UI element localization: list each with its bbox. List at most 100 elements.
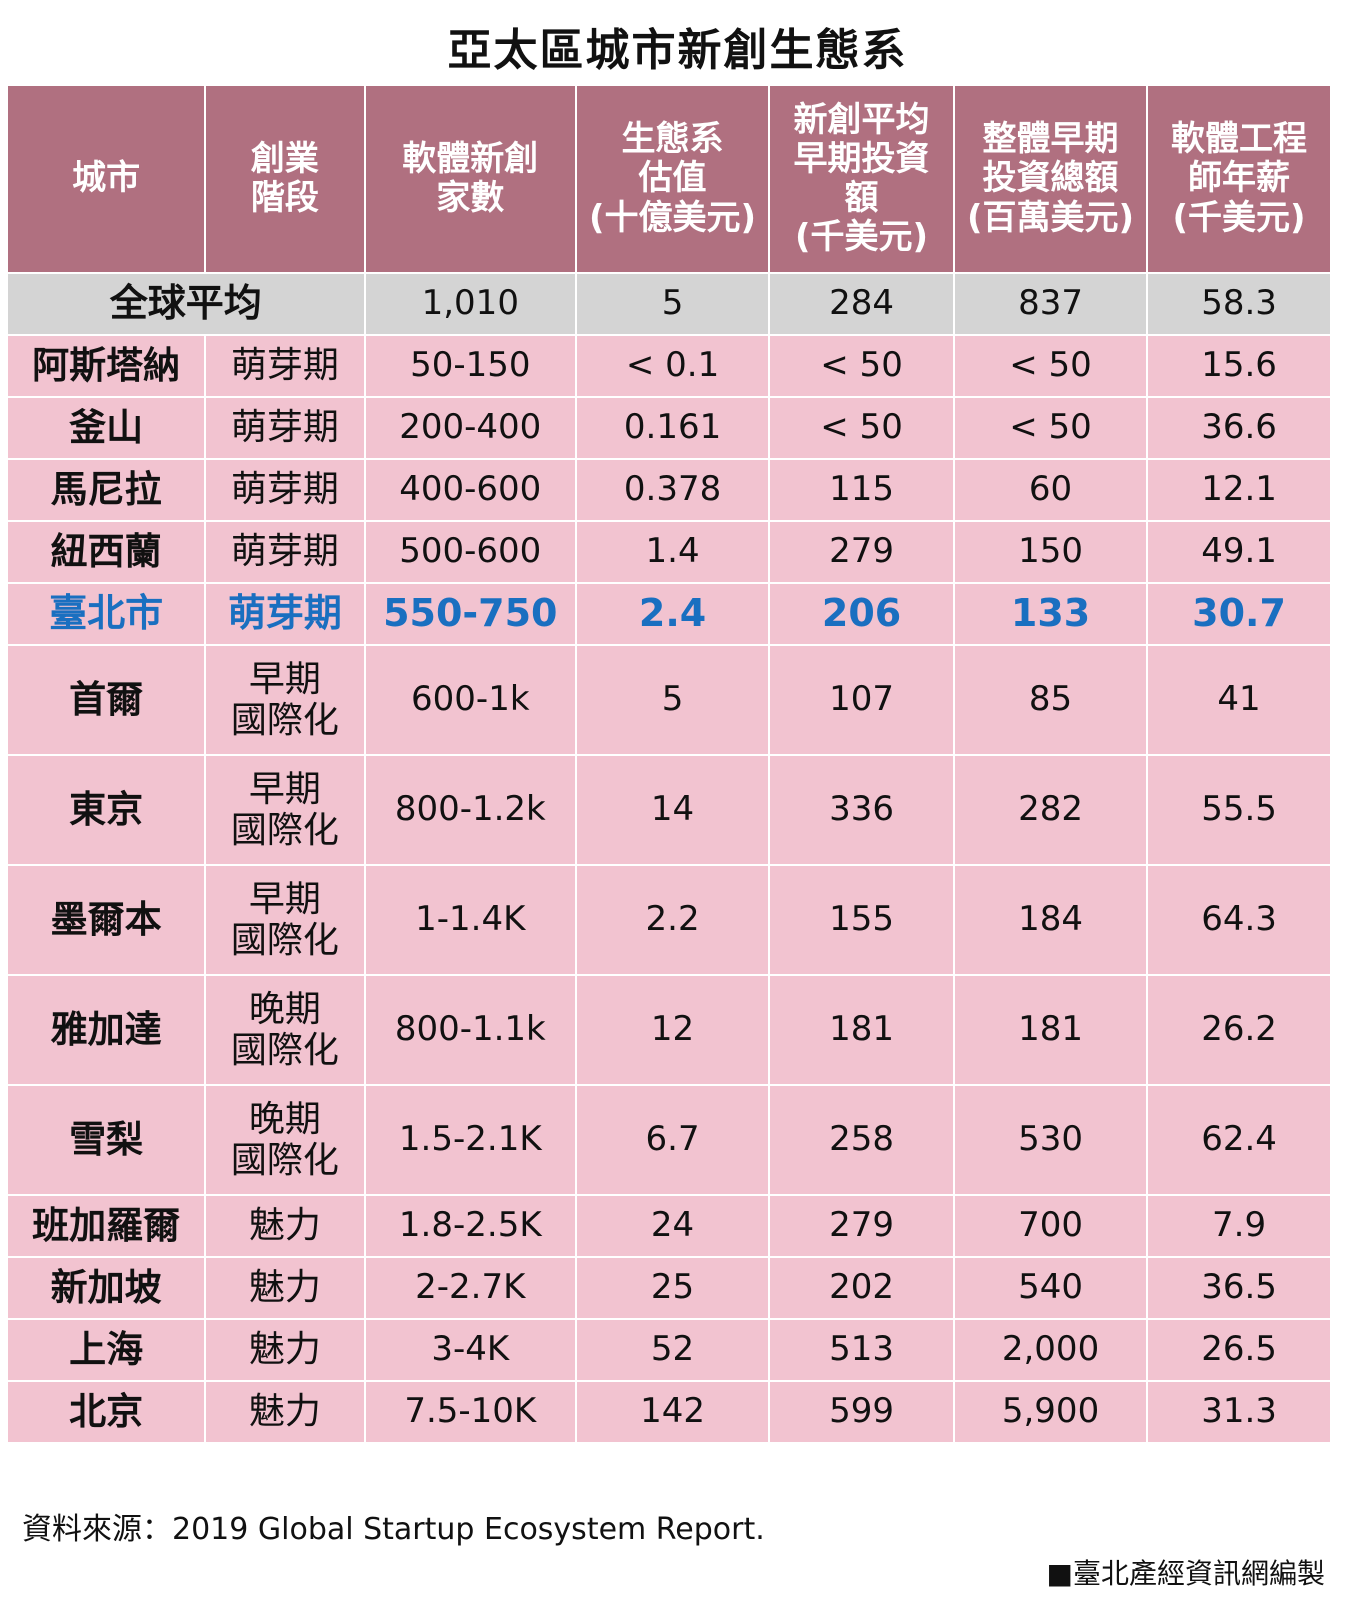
table-cell: 1.4 bbox=[575, 520, 771, 584]
global-average-label: 全球平均 bbox=[6, 272, 366, 336]
table-cell: 5,900 bbox=[952, 1380, 1149, 1444]
table-cell: 2.4 bbox=[575, 582, 771, 646]
table-cell: < 0.1 bbox=[575, 334, 771, 398]
table-row: 上海 魅力 3-4K 52 513 2,000 26.5 bbox=[5, 1318, 1332, 1382]
stage-cell: 早期 國際化 bbox=[204, 644, 366, 756]
table-cell: 41 bbox=[1146, 644, 1332, 756]
table-cell: 336 bbox=[768, 754, 955, 866]
table-row: 班加羅爾 魅力 1.8-2.5K 24 279 700 7.9 bbox=[5, 1194, 1332, 1258]
table-row: 阿斯塔納 萌芽期 50-150 < 0.1 < 50 < 50 15.6 bbox=[5, 334, 1332, 398]
stage-cell: 萌芽期 bbox=[204, 520, 366, 584]
table-cell: 530 bbox=[952, 1084, 1149, 1196]
table-cell: < 50 bbox=[952, 396, 1149, 460]
table-cell: 284 bbox=[768, 272, 955, 336]
table-cell: 60 bbox=[952, 458, 1149, 522]
table-row: 新加坡 魅力 2-2.7K 25 202 540 36.5 bbox=[5, 1256, 1332, 1320]
table-cell: 513 bbox=[768, 1318, 955, 1382]
table-row: 墨爾本 早期 國際化 1-1.4K 2.2 155 184 64.3 bbox=[5, 864, 1332, 976]
table-cell: 400-600 bbox=[363, 458, 578, 522]
table-cell: 150 bbox=[952, 520, 1149, 584]
stage-cell: 萌芽期 bbox=[204, 582, 366, 646]
table-cell: 279 bbox=[768, 1194, 955, 1258]
stage-cell: 晚期 國際化 bbox=[204, 1084, 366, 1196]
table-cell: 142 bbox=[575, 1380, 771, 1444]
table-cell: 7.9 bbox=[1146, 1194, 1332, 1258]
table-cell: 7.5-10K bbox=[363, 1380, 578, 1444]
city-name-cell: 雅加達 bbox=[5, 974, 207, 1086]
table-cell: 5 bbox=[575, 272, 771, 336]
table-cell: 12.1 bbox=[1146, 458, 1332, 522]
city-name-cell: 阿斯塔納 bbox=[5, 334, 207, 398]
stage-cell: 魅力 bbox=[204, 1318, 366, 1382]
stage-cell: 萌芽期 bbox=[204, 458, 366, 522]
table-cell: 206 bbox=[768, 582, 955, 646]
table-cell: 837 bbox=[952, 272, 1149, 336]
table-cell: 30.7 bbox=[1146, 582, 1332, 646]
stage-cell: 萌芽期 bbox=[204, 396, 366, 460]
city-name-cell: 臺北市 bbox=[5, 582, 207, 646]
stage-cell: 魅力 bbox=[204, 1256, 366, 1320]
table-cell: 599 bbox=[768, 1380, 955, 1444]
stage-cell: 萌芽期 bbox=[204, 334, 366, 398]
table-cell: 26.2 bbox=[1146, 974, 1332, 1086]
header-row: 城市 創業 階段 軟體新創 家數 生態系 估值 (十億美元) 新創平均 早期投資… bbox=[5, 84, 1332, 274]
header-ecosystem-value: 生態系 估值 (十億美元) bbox=[575, 84, 771, 274]
table-cell: 12 bbox=[575, 974, 771, 1086]
stage-cell: 早期 國際化 bbox=[204, 864, 366, 976]
table-cell: 600-1k bbox=[363, 644, 578, 756]
table-cell: 540 bbox=[952, 1256, 1149, 1320]
stage-cell: 晚期 國際化 bbox=[204, 974, 366, 1086]
credit-note: ■臺北產經資訊網編製 bbox=[1046, 1557, 1325, 1590]
table-cell: 2,000 bbox=[952, 1318, 1149, 1382]
city-name-cell: 雪梨 bbox=[5, 1084, 207, 1196]
table-cell: 550-750 bbox=[363, 582, 578, 646]
table-cell: 282 bbox=[952, 754, 1149, 866]
table-cell: 0.161 bbox=[575, 396, 771, 460]
table-row: 首爾 早期 國際化 600-1k 5 107 85 41 bbox=[5, 644, 1332, 756]
table-cell: 107 bbox=[768, 644, 955, 756]
table-cell: 3-4K bbox=[363, 1318, 578, 1382]
table-cell: 2-2.7K bbox=[363, 1256, 578, 1320]
city-name-cell: 首爾 bbox=[5, 644, 207, 756]
table-cell: 31.3 bbox=[1146, 1380, 1332, 1444]
table-row: 釜山 萌芽期 200-400 0.161 < 50 < 50 36.6 bbox=[5, 396, 1332, 460]
table-cell: 1.8-2.5K bbox=[363, 1194, 578, 1258]
table-cell: 279 bbox=[768, 520, 955, 584]
table-cell: 49.1 bbox=[1146, 520, 1332, 584]
table-cell: 52 bbox=[575, 1318, 771, 1382]
table-cell: 5 bbox=[575, 644, 771, 756]
table-cell: 202 bbox=[768, 1256, 955, 1320]
table-row: 馬尼拉 萌芽期 400-600 0.378 115 60 12.1 bbox=[5, 458, 1332, 522]
table-cell: 181 bbox=[952, 974, 1149, 1086]
table-row: 紐西蘭 萌芽期 500-600 1.4 279 150 49.1 bbox=[5, 520, 1332, 584]
table-cell: 58.3 bbox=[1146, 272, 1332, 336]
source-note: 資料來源：2019 Global Startup Ecosystem Repor… bbox=[22, 1512, 765, 1547]
header-engineer-salary: 軟體工程 師年薪 (千美元) bbox=[1146, 84, 1332, 274]
table-cell: 800-1.1k bbox=[363, 974, 578, 1086]
table-cell: 800-1.2k bbox=[363, 754, 578, 866]
city-name-cell: 紐西蘭 bbox=[5, 520, 207, 584]
table-cell: 181 bbox=[768, 974, 955, 1086]
table-cell: 15.6 bbox=[1146, 334, 1332, 398]
table-cell: 6.7 bbox=[575, 1084, 771, 1196]
table-row: 臺北市 萌芽期 550-750 2.4 206 133 30.7 bbox=[5, 582, 1332, 646]
table-cell: 50-150 bbox=[363, 334, 578, 398]
table-cell: 115 bbox=[768, 458, 955, 522]
startup-ecosystem-table: 城市 創業 階段 軟體新創 家數 生態系 估值 (十億美元) 新創平均 早期投資… bbox=[5, 84, 1332, 1444]
city-name-cell: 馬尼拉 bbox=[5, 458, 207, 522]
city-name-cell: 東京 bbox=[5, 754, 207, 866]
table-cell: 184 bbox=[952, 864, 1149, 976]
table-cell: 2.2 bbox=[575, 864, 771, 976]
table-row: 雪梨 晚期 國際化 1.5-2.1K 6.7 258 530 62.4 bbox=[5, 1084, 1332, 1196]
header-total-early-investment: 整體早期 投資總額 (百萬美元) bbox=[952, 84, 1149, 274]
city-name-cell: 北京 bbox=[5, 1380, 207, 1444]
header-stage: 創業 階段 bbox=[204, 84, 366, 274]
stage-cell: 魅力 bbox=[204, 1380, 366, 1444]
city-name-cell: 墨爾本 bbox=[5, 864, 207, 976]
table-row: 北京 魅力 7.5-10K 142 599 5,900 31.3 bbox=[5, 1380, 1332, 1444]
table-cell: 200-400 bbox=[363, 396, 578, 460]
table-cell: 24 bbox=[575, 1194, 771, 1258]
city-name-cell: 班加羅爾 bbox=[5, 1194, 207, 1258]
table-cell: 258 bbox=[768, 1084, 955, 1196]
table-cell: 64.3 bbox=[1146, 864, 1332, 976]
